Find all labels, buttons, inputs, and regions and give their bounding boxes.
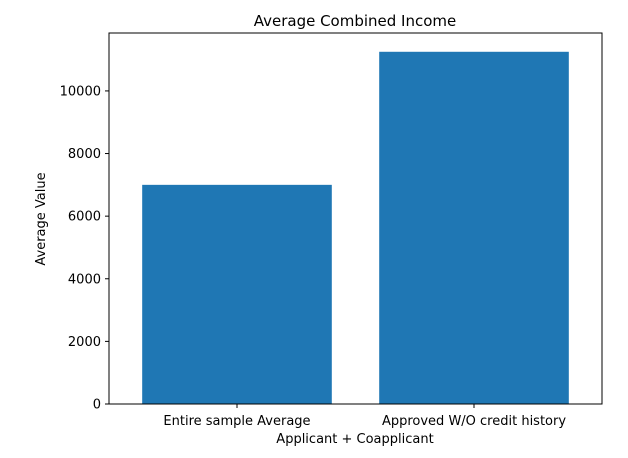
bar-2 (379, 51, 569, 404)
y-axis: 0 2000 4000 6000 8000 10000 (60, 84, 109, 413)
y-tick-label: 0 (93, 398, 101, 413)
y-tick-label: 8000 (68, 147, 101, 162)
bars-group (142, 51, 569, 404)
y-tick-label: 2000 (68, 335, 101, 350)
x-axis: Entire sample Average Approved W/O credit… (163, 404, 566, 429)
y-axis-label: Average Value (34, 172, 49, 265)
y-tick-label: 6000 (68, 210, 101, 225)
bar-1 (142, 184, 332, 404)
y-tick-label: 4000 (68, 272, 101, 287)
x-tick-label: Approved W/O credit history (382, 414, 566, 429)
chart-title: Average Combined Income (254, 12, 457, 30)
plot-frame (108, 32, 603, 405)
x-tick-label: Entire sample Average (163, 414, 310, 429)
x-axis-label: Applicant + Coapplicant (276, 432, 433, 447)
y-tick-label: 10000 (60, 84, 101, 99)
